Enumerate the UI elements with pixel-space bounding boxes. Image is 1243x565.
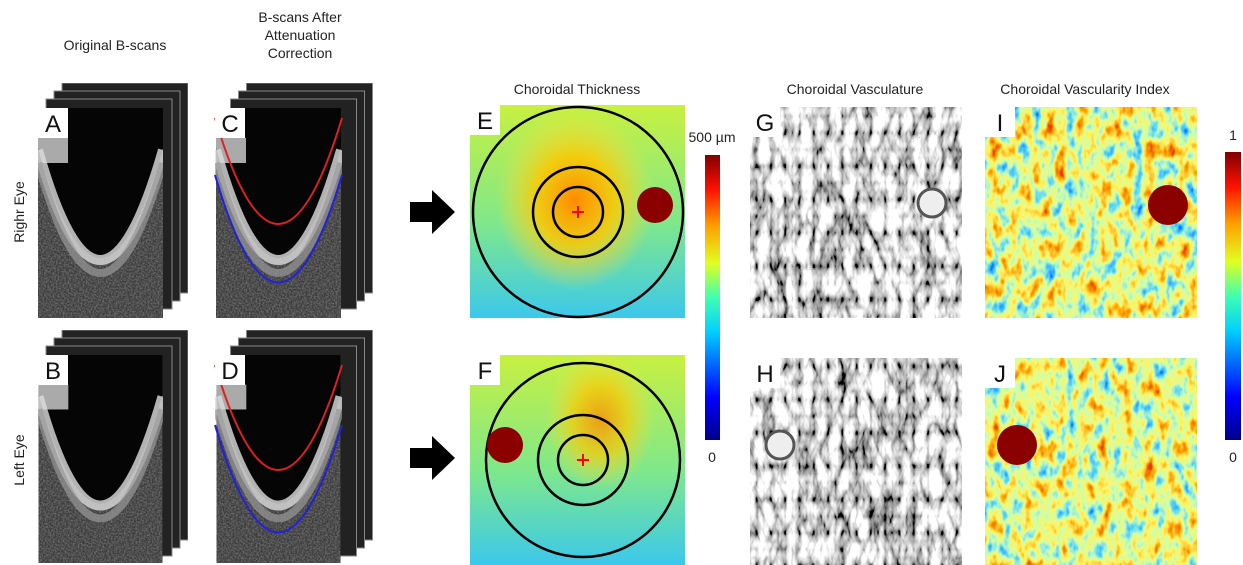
cvi-map [985, 107, 1197, 565]
row-label: Left Eye [11, 434, 27, 486]
column-title: B-scans After [258, 9, 342, 25]
column-title: Choroidal Vascularity Index [1000, 81, 1169, 97]
colorbar-label: 500 µm [689, 129, 736, 145]
panel-label: D [221, 358, 238, 385]
panel-label: B [45, 358, 61, 385]
panel-label: H [756, 361, 773, 388]
panel-label: C [221, 111, 238, 138]
bscan-stack [38, 83, 373, 563]
panel-label: G [756, 110, 775, 137]
colorbar-label: 0 [1229, 449, 1237, 465]
arrow [410, 190, 455, 234]
column-title: Choroidal Vasculature [787, 81, 924, 97]
colorbar [705, 155, 720, 440]
thickness-map [470, 105, 685, 565]
colorbar-label: 0 [708, 449, 716, 465]
panel-label: I [997, 110, 1004, 137]
column-title: Correction [268, 45, 333, 61]
column-title: Choroidal Thickness [514, 81, 641, 97]
row-label: Righr Eye [11, 181, 27, 243]
panel-label: F [478, 358, 493, 385]
panel-label: A [45, 111, 61, 138]
column-title: Attenuation [265, 27, 336, 43]
panel-label: E [477, 108, 493, 135]
vasculature-map [750, 107, 962, 565]
column-title: Original B-scans [64, 37, 167, 53]
colorbar-label: 1 [1229, 127, 1237, 143]
figure: Original B-scans B-scans After Attenuati… [0, 0, 1243, 565]
panel-label: J [994, 361, 1006, 388]
arrow [410, 436, 455, 480]
colorbar [1225, 152, 1241, 440]
